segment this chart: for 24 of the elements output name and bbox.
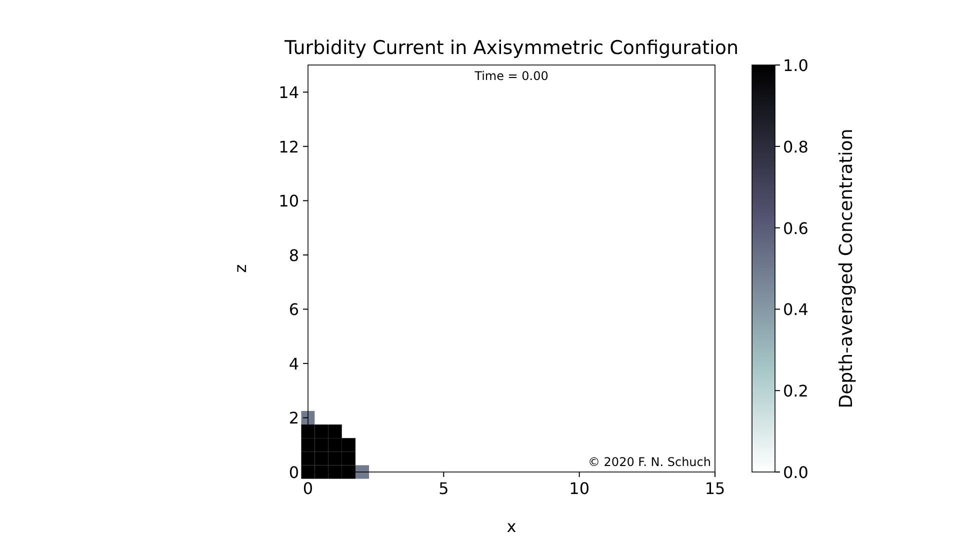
color-bar-label: 0.4 xyxy=(783,300,808,320)
x-tick-label: 10 xyxy=(569,479,590,498)
x-tick-label: 0 xyxy=(302,479,314,498)
y-tick-label: 0 xyxy=(288,463,299,482)
annotation: © 2020 F. N. Schuch xyxy=(588,455,711,469)
y-tick-label: 4 xyxy=(288,354,299,374)
y-tick-label: 10 xyxy=(278,192,299,211)
color-bar-label: 0.2 xyxy=(783,382,808,401)
color-bar-label: 0.6 xyxy=(783,218,808,238)
chart-title: Turbidity Current in Axisymmetric Configuration xyxy=(284,37,738,59)
x-tick-label: 15 xyxy=(704,479,726,498)
y-axis-title: z xyxy=(231,264,250,273)
y-tick-label: 12 xyxy=(278,137,299,156)
color-bar-label: 0.8 xyxy=(783,137,808,156)
y-tick-label: 6 xyxy=(288,300,299,320)
x-axis-title: x xyxy=(506,517,516,536)
y-tick-label: 2 xyxy=(288,408,299,428)
color-bar-label: 1.0 xyxy=(783,56,808,75)
color-bar-title: Depth-averaged Concentration xyxy=(836,128,857,408)
x-tick-label: 5 xyxy=(438,479,449,498)
annotation: Time = 0.00 xyxy=(474,69,548,83)
color-bar-label: 0.0 xyxy=(783,463,808,482)
y-tick-label: 8 xyxy=(288,246,299,265)
y-tick-label: 14 xyxy=(278,83,299,102)
